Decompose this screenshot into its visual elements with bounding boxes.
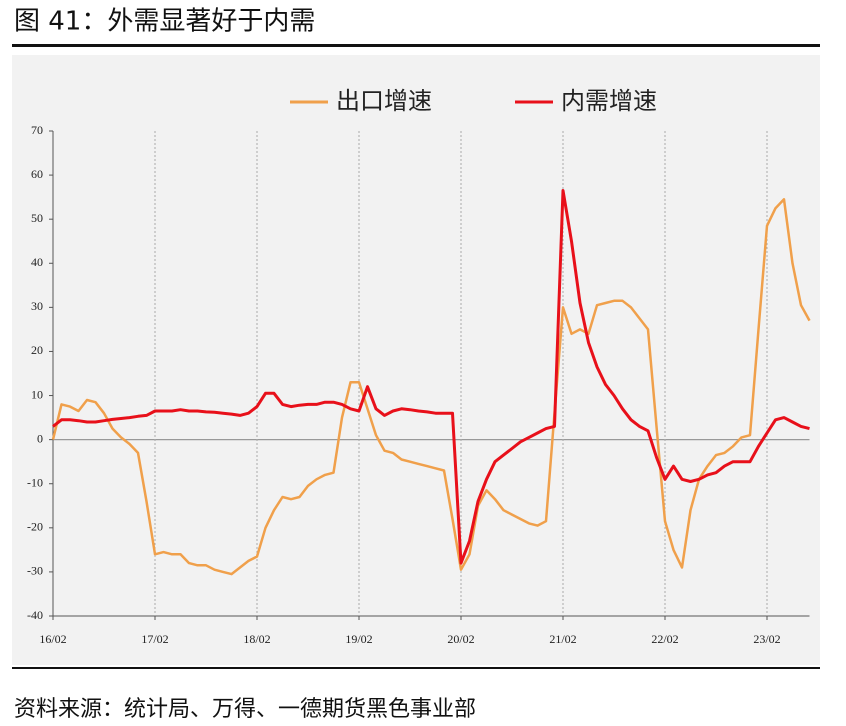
series-line	[51, 198, 811, 576]
x-tick-label: 18/02	[243, 632, 270, 646]
x-tick-label: 23/02	[753, 632, 780, 646]
y-tick-label: -30	[27, 564, 43, 578]
x-tick-label: 21/02	[549, 632, 576, 646]
legend-label: 出口增速	[336, 87, 432, 115]
x-tick-label: 16/02	[39, 632, 66, 646]
plot-background	[12, 55, 820, 665]
y-tick-label: 50	[31, 211, 43, 225]
y-tick-label: 0	[37, 431, 43, 445]
y-tick-label: -10	[27, 475, 43, 489]
chart-title: 图 41：外需显著好于内需	[14, 7, 315, 37]
y-tick-label: -40	[27, 608, 43, 622]
title-rule	[12, 44, 820, 47]
bottom-rule	[12, 667, 820, 669]
x-tick-label: 17/02	[141, 632, 168, 646]
y-tick-label: -20	[27, 520, 43, 534]
legend-label: 内需增速	[561, 87, 657, 115]
y-tick-label: 10	[31, 387, 43, 401]
x-tick-label: 22/02	[651, 632, 678, 646]
x-tick-label: 19/02	[345, 632, 372, 646]
series-line	[52, 189, 810, 565]
x-tick-label: 20/02	[447, 632, 474, 646]
y-tick-label: 60	[31, 167, 43, 181]
y-tick-label: 40	[31, 255, 43, 269]
source-note: 资料来源：统计局、万得、一德期货黑色事业部	[14, 697, 476, 722]
y-tick-label: 20	[31, 343, 43, 357]
y-tick-label: 70	[31, 123, 43, 137]
y-tick-label: 30	[31, 299, 43, 313]
